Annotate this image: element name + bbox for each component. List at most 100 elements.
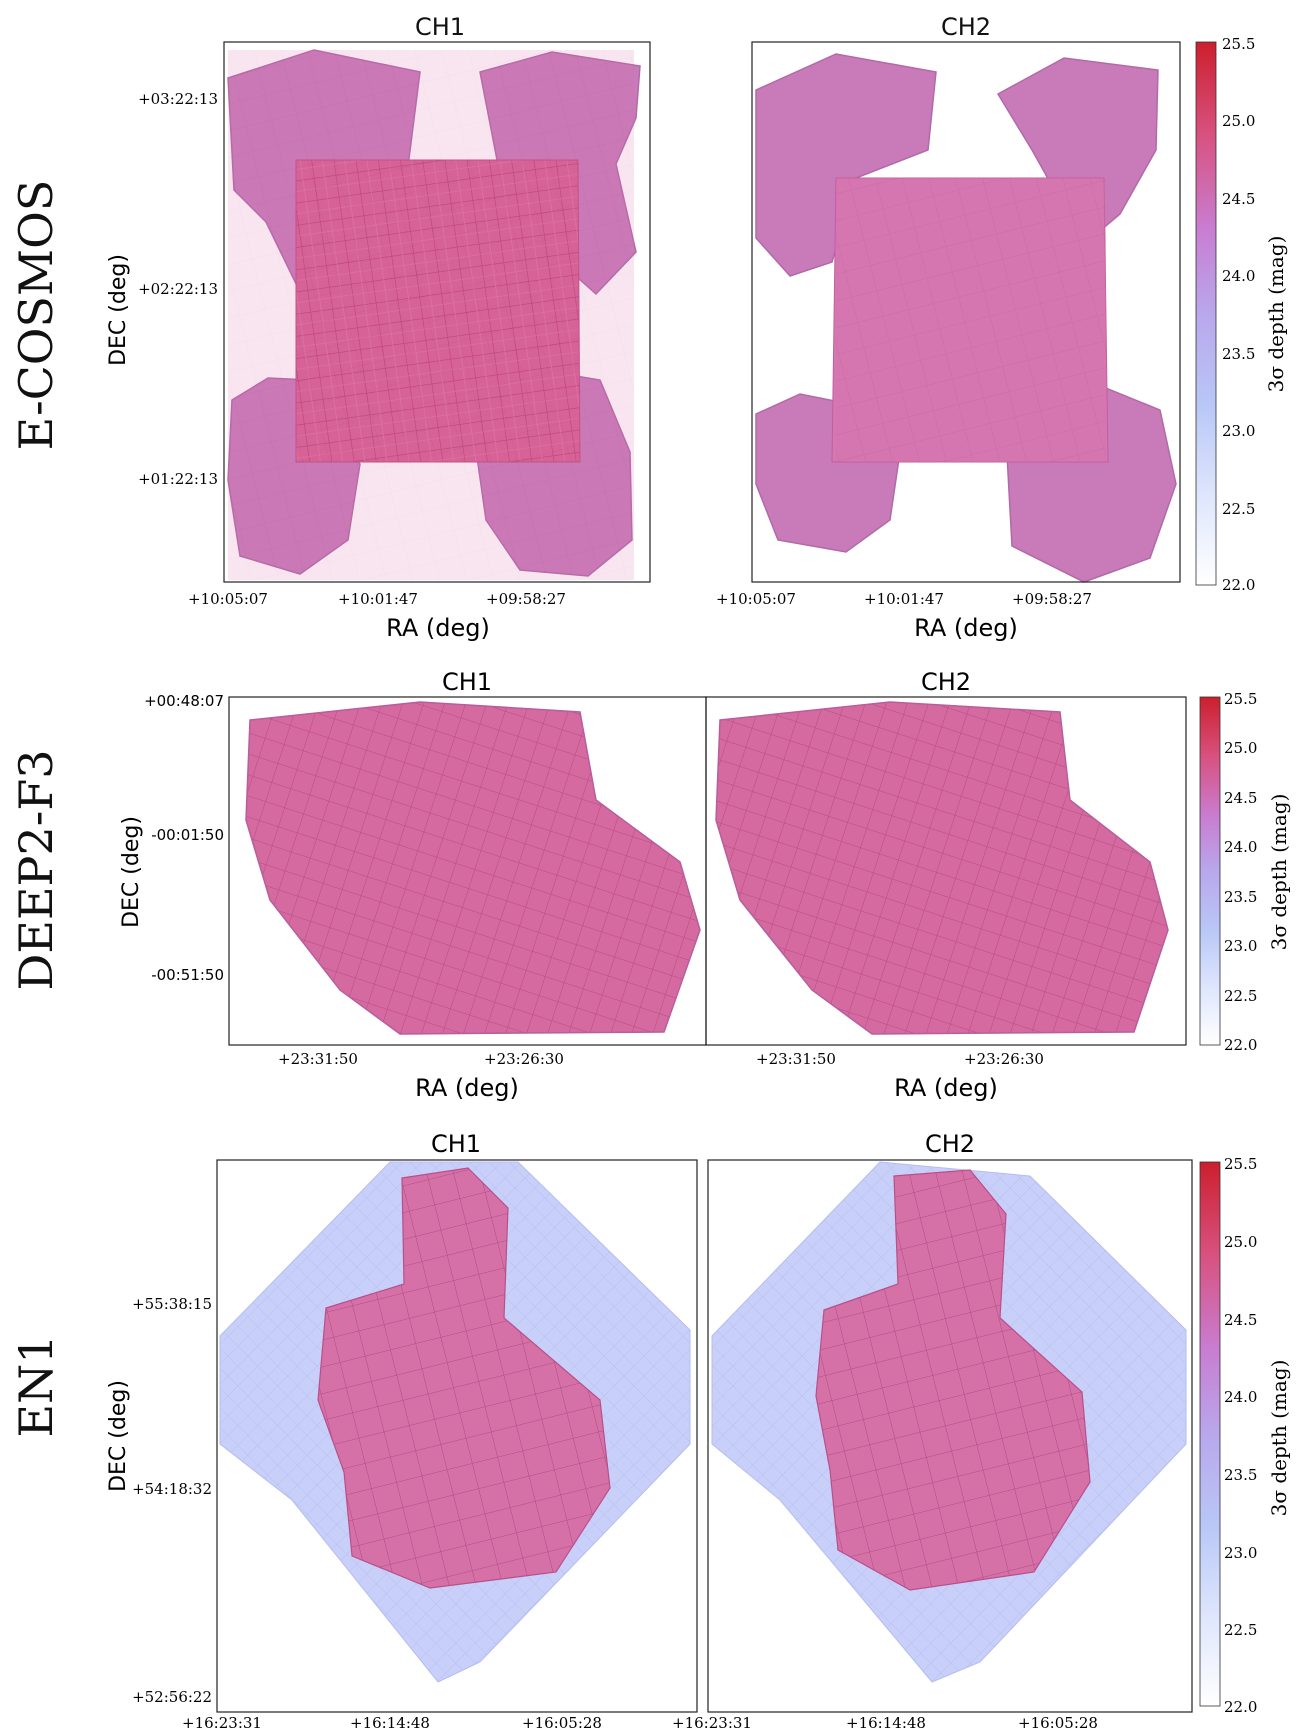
colorbar-tick-label: 22.5: [1222, 500, 1255, 518]
xtick-label: +10:01:47: [864, 590, 944, 608]
colorbar-tick-label: 23.0: [1222, 422, 1255, 440]
colorbar-tick-label: 24.0: [1224, 1388, 1257, 1406]
colorbar-tick-label: 23.0: [1224, 1544, 1257, 1562]
xtick-label: +09:58:27: [486, 590, 566, 608]
panel-ch2: CH2 +10:05:07 +10:01:47 +09:58:27 RA (de…: [716, 13, 1181, 642]
xtick-label: +16:05:28: [1018, 1714, 1098, 1728]
xtick-label: +23:26:30: [964, 1050, 1044, 1068]
xtick-label: +16:14:48: [846, 1714, 926, 1728]
x-axis-label: RA (deg): [415, 1074, 519, 1102]
colorbar-tick-label: 22.5: [1224, 1621, 1257, 1639]
coverage-map: [715, 701, 1169, 1035]
colorbar-tick-label: 23.5: [1224, 1466, 1257, 1484]
plot-frame: [707, 1159, 1193, 1713]
colorbar-tick-label: 22.0: [1222, 576, 1255, 594]
colorbar-label: 3σ depth (mag): [1267, 794, 1291, 951]
ytick-label: +52:56:22: [132, 1688, 212, 1706]
xtick-label: +16:23:31: [672, 1714, 752, 1728]
coverage-map: [227, 49, 641, 580]
colorbar-tick-label: 25.5: [1222, 35, 1255, 53]
field-label: EN1: [9, 1334, 63, 1437]
coverage-corners-texture: [228, 50, 634, 580]
xtick-label: +16:14:48: [350, 1714, 430, 1728]
colorbar-tick-label: 25.5: [1224, 690, 1257, 708]
colorbar-label: 3σ depth (mag): [1264, 236, 1288, 393]
row-en1: EN1 CH1 +55:38:15 +54:18:32 +52:56:22 +1…: [9, 1130, 1291, 1728]
colorbar-ticks: 25.5 25.0 24.5 24.0 23.5 23.0 22.5 22.0: [1222, 35, 1255, 594]
panel-title: CH2: [921, 668, 971, 696]
panel-ch1: CH1 +00:48:07 -00:01:50 -00:51:50 +23:31…: [119, 668, 707, 1102]
row-e-cosmos: E-COSMOS CH1 +03:22:13 +02:22:13 +01:22:…: [9, 13, 1288, 642]
ytick-label: +01:22:13: [138, 470, 218, 488]
colorbar-tick-label: 22.0: [1224, 1036, 1257, 1054]
panel-ch2: CH2 +16:23:31 +16:14:48 +16:05:28: [672, 1130, 1193, 1728]
xtick-label: +23:31:50: [278, 1050, 358, 1068]
colorbar-gradient: [1195, 41, 1217, 586]
xtick-label: +10:05:07: [716, 590, 796, 608]
panel-title: CH1: [431, 1130, 481, 1158]
xtick-label: +10:01:47: [338, 590, 418, 608]
colorbar-label: 3σ depth (mag): [1267, 1360, 1291, 1517]
row-deep2-f3: DEEP2-F3 CH1 +00:48:07 -00:01:50 -00:51:…: [9, 668, 1291, 1102]
colorbar-tick-label: 25.0: [1224, 1233, 1257, 1251]
ytick-label: +02:22:13: [138, 280, 218, 298]
colorbar-gradient: [1199, 696, 1221, 1046]
xtick-label: +23:31:50: [756, 1050, 836, 1068]
ytick-label: -00:51:50: [151, 966, 224, 984]
colorbar-tick-label: 24.5: [1224, 789, 1257, 807]
colorbar: 25.5 25.0 24.5 24.0 23.5 23.0 22.5 22.0 …: [1199, 690, 1291, 1054]
plot-frame: [223, 41, 651, 583]
colorbar-ticks: 25.5 25.0 24.5 24.0 23.5 23.0 22.5 22.0: [1224, 1155, 1257, 1716]
colorbar-ticks: 25.5 25.0 24.5 24.0 23.5 23.0 22.5 22.0: [1224, 690, 1257, 1054]
plot-frame: [705, 696, 1187, 1046]
xtick-label: +16:05:28: [522, 1714, 602, 1728]
coverage-deep: [317, 1167, 611, 1589]
colorbar-tick-label: 25.0: [1222, 112, 1255, 130]
ytick-label: +00:48:07: [144, 692, 224, 710]
x-axis-label: RA (deg): [386, 614, 490, 642]
colorbar-tick-label: 25.5: [1224, 1155, 1257, 1173]
ytick-label: -00:01:50: [151, 826, 224, 844]
colorbar-gradient: [1199, 1161, 1221, 1707]
coverage-deep: [815, 1169, 1091, 1591]
panel-ch1: CH1 +55:38:15 +54:18:32 +52:56:22 +16:23…: [106, 1130, 698, 1728]
ytick-label: +54:18:32: [132, 1480, 212, 1498]
panel-title: CH2: [925, 1130, 975, 1158]
coverage-map: [245, 701, 701, 1035]
xtick-label: +23:26:30: [484, 1050, 564, 1068]
colorbar-tick-label: 24.5: [1222, 190, 1255, 208]
panel-title: CH1: [442, 668, 492, 696]
coverage-map: [755, 53, 1177, 583]
y-axis-label: DEC (deg): [119, 816, 144, 928]
colorbar-tick-label: 25.0: [1224, 739, 1257, 757]
colorbar: 25.5 25.0 24.5 24.0 23.5 23.0 22.5 22.0 …: [1199, 1155, 1291, 1716]
field-label: DEEP2-F3: [9, 750, 63, 991]
panel-ch2: CH2 +23:31:50 +23:26:30 RA (deg): [705, 668, 1187, 1102]
x-axis-label: RA (deg): [894, 1074, 998, 1102]
field-label: E-COSMOS: [9, 180, 63, 451]
x-axis-label: RA (deg): [914, 614, 1018, 642]
ytick-label: +55:38:15: [132, 1295, 212, 1313]
plot-frame: [751, 41, 1181, 583]
colorbar-tick-label: 24.0: [1224, 838, 1257, 856]
colorbar: 25.5 25.0 24.5 24.0 23.5 23.0 22.5 22.0 …: [1195, 35, 1288, 594]
colorbar-tick-label: 23.5: [1222, 345, 1255, 363]
y-axis-label: DEC (deg): [106, 254, 131, 366]
panel-title: CH2: [941, 13, 991, 41]
colorbar-tick-label: 23.0: [1224, 937, 1257, 955]
plot-frame: [216, 1159, 698, 1713]
colorbar-tick-label: 24.0: [1222, 267, 1255, 285]
colorbar-tick-label: 22.5: [1224, 987, 1257, 1005]
panel-ch1: CH1 +03:22:13 +02:22:13 +01:22:13 +10:05…: [106, 13, 651, 642]
colorbar-tick-label: 23.5: [1224, 888, 1257, 906]
ytick-label: +03:22:13: [138, 90, 218, 108]
colorbar-tick-label: 22.0: [1224, 1698, 1257, 1716]
xtick-label: +10:05:07: [188, 590, 268, 608]
panel-title: CH1: [415, 13, 465, 41]
colorbar-tick-label: 24.5: [1224, 1311, 1257, 1329]
y-axis-label: DEC (deg): [106, 1380, 131, 1492]
xtick-label: +16:23:31: [182, 1714, 262, 1728]
coverage-corner-tr: [996, 57, 1159, 238]
xtick-label: +09:58:27: [1012, 590, 1092, 608]
